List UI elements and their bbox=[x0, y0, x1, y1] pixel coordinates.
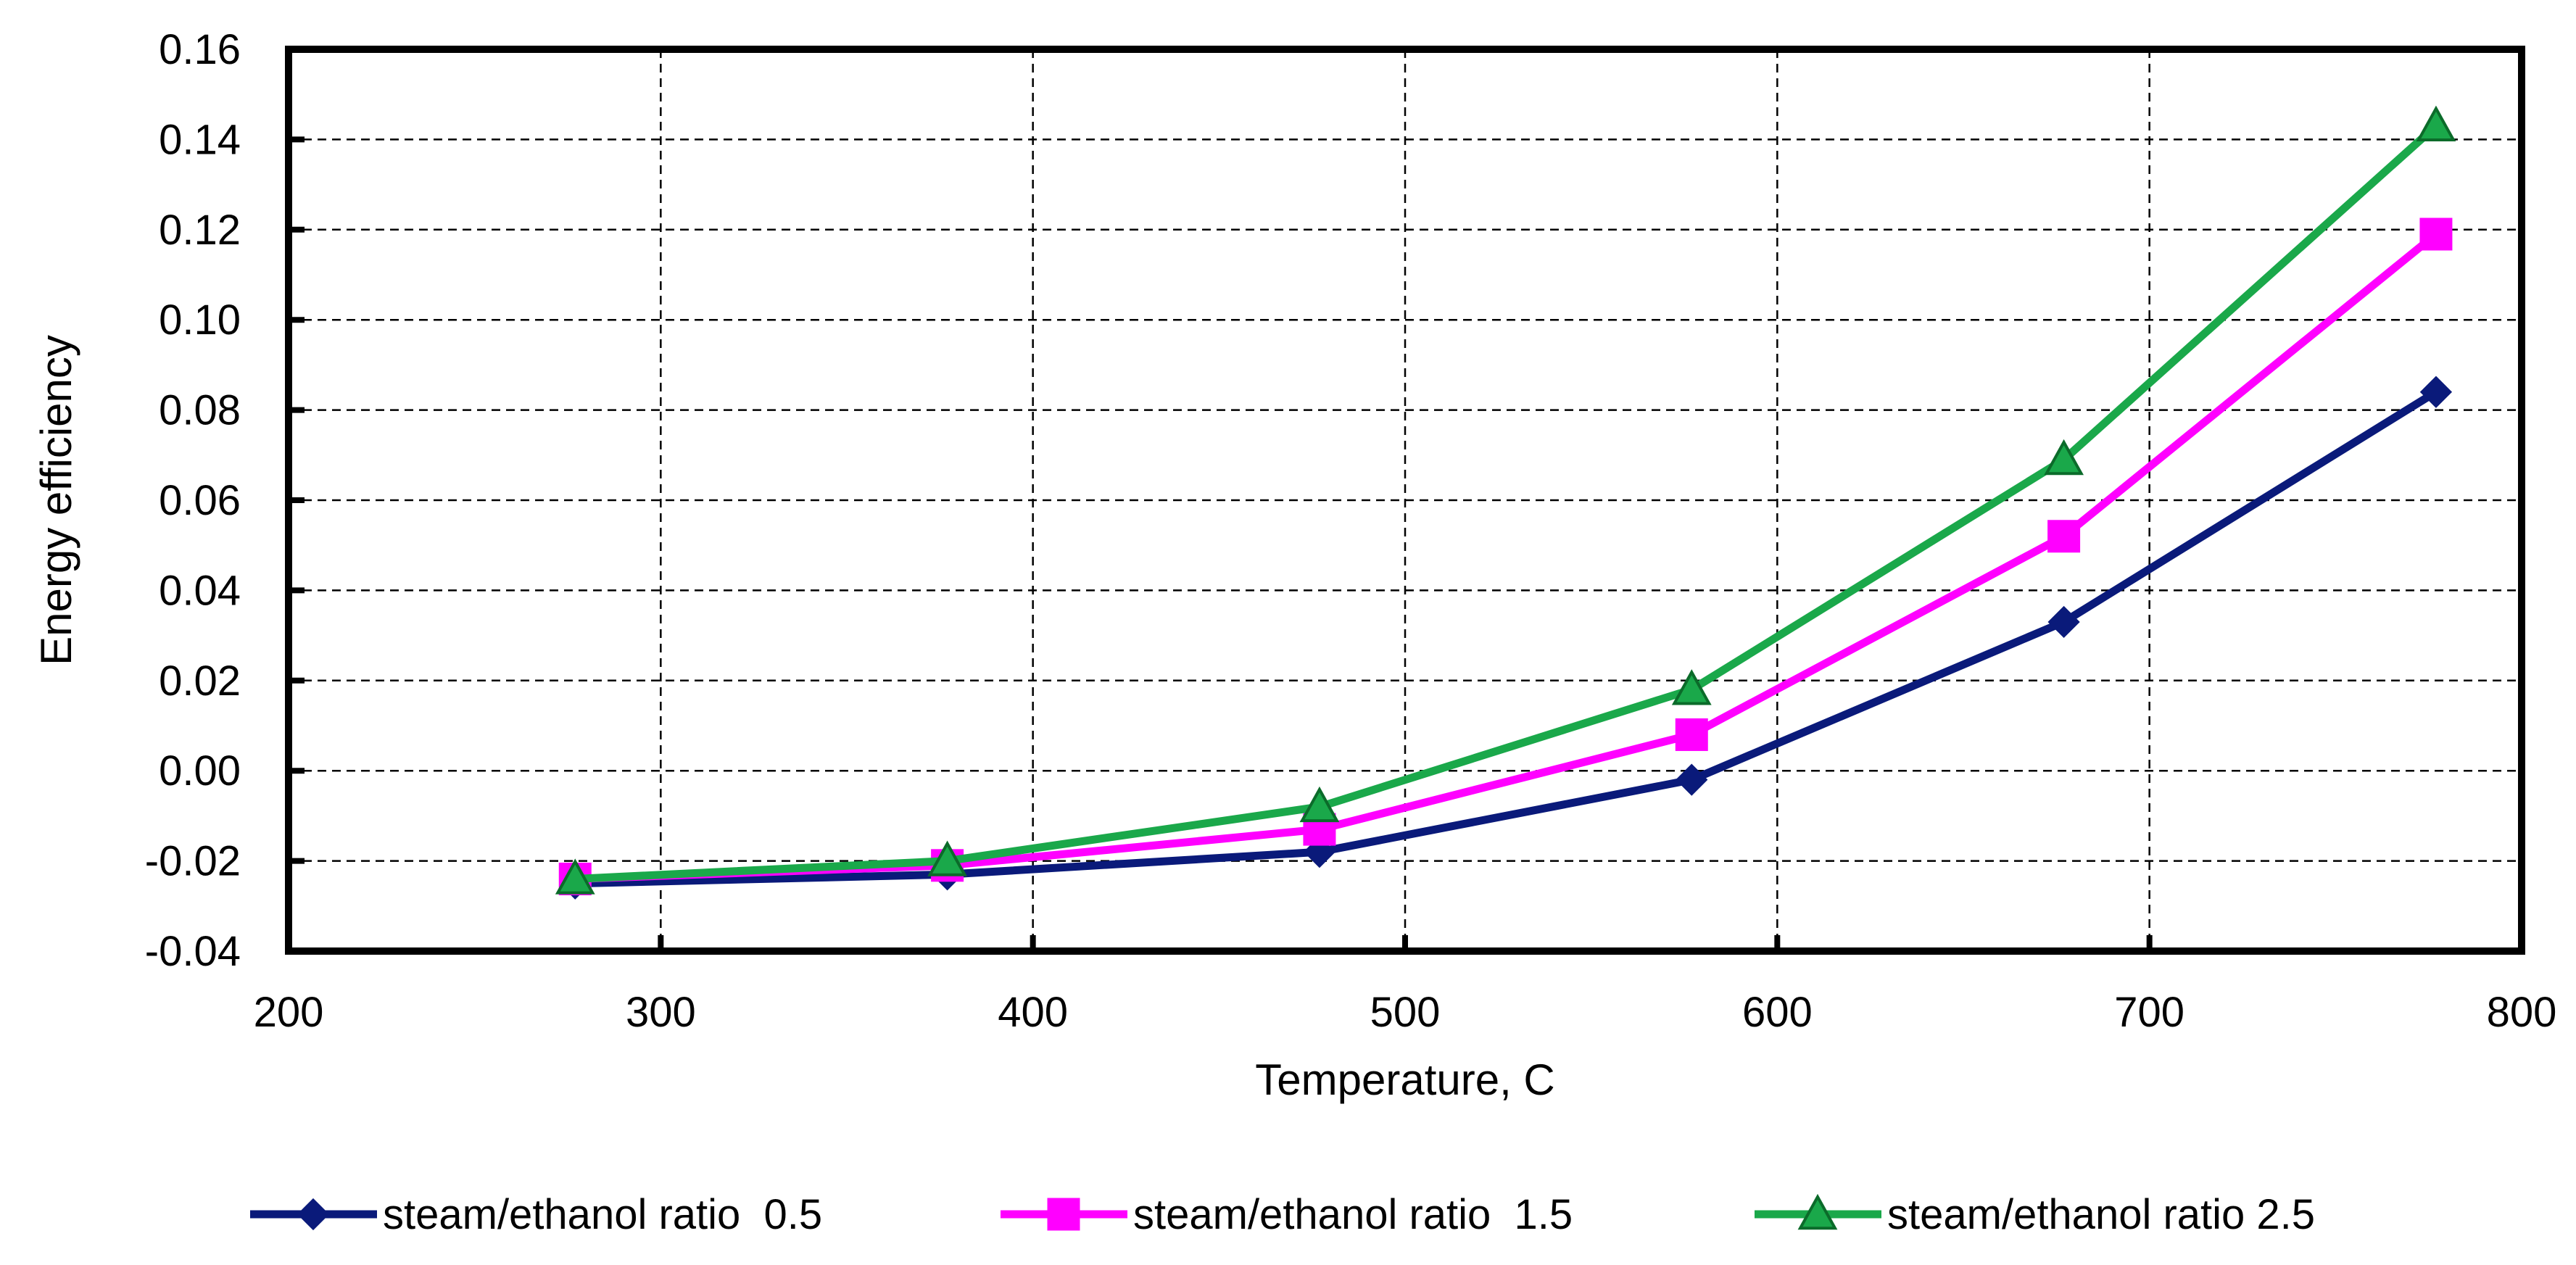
data-point-diamond bbox=[2047, 605, 2080, 639]
y-tick-label: 0.02 bbox=[159, 658, 241, 705]
axis-ticks bbox=[286, 46, 2525, 954]
y-tick-labels: -0.04 -0.02 0.00 0.02 0.04 0.06 0.08 0.10 0.12 0.… bbox=[145, 26, 241, 975]
legend-item: steam/ethanol ratio 0.5 bbox=[250, 1191, 822, 1238]
y-tick-label: 0.08 bbox=[159, 387, 241, 434]
grid-lines bbox=[289, 49, 2522, 951]
x-tick-label: 600 bbox=[1742, 989, 1813, 1036]
data-point-square bbox=[1675, 718, 1708, 751]
data-point-diamond bbox=[1676, 763, 1708, 796]
series-layer bbox=[555, 105, 2456, 900]
series-3 bbox=[555, 105, 2456, 895]
legend: steam/ethanol ratio 0.5 steam/ethanol rat… bbox=[250, 1191, 2315, 1238]
x-tick-label: 200 bbox=[254, 989, 324, 1036]
data-point-triangle bbox=[1671, 669, 1712, 705]
legend-marker-square bbox=[1047, 1198, 1080, 1231]
data-point-triangle bbox=[2416, 105, 2456, 141]
x-axis-title: Temperature, C bbox=[1255, 1055, 1555, 1104]
data-point-square bbox=[2419, 217, 2453, 251]
data-point-diamond bbox=[2419, 376, 2453, 408]
x-tick-label: 300 bbox=[626, 989, 696, 1036]
legend-label: steam/ethanol ratio 1.5 bbox=[1133, 1191, 1573, 1238]
series-line bbox=[575, 231, 2439, 883]
data-point-triangle bbox=[2044, 439, 2084, 476]
legend-marker-diamond bbox=[297, 1198, 330, 1231]
x-tick-label: 700 bbox=[2114, 989, 2184, 1036]
legend-label: steam/ethanol ratio 0.5 bbox=[383, 1191, 822, 1238]
x-tick-label: 500 bbox=[1370, 989, 1441, 1036]
x-tick-label: 400 bbox=[998, 989, 1068, 1036]
x-tick-labels: 200 300 400 500 600 700 800 bbox=[254, 989, 2557, 1036]
data-point-triangle bbox=[555, 858, 595, 895]
y-tick-label: 0.14 bbox=[159, 116, 241, 163]
data-point-triangle bbox=[1299, 786, 1340, 823]
y-tick-label: -0.04 bbox=[145, 928, 241, 975]
legend-item: steam/ethanol ratio 1.5 bbox=[1001, 1191, 1573, 1238]
legend-marker-triangle bbox=[1797, 1193, 1838, 1230]
series-line bbox=[575, 389, 2438, 888]
series-line bbox=[575, 123, 2439, 883]
y-tick-label: -0.02 bbox=[145, 838, 241, 885]
data-point-square bbox=[2047, 520, 2081, 553]
data-point-triangle bbox=[927, 840, 967, 876]
legend-label: steam/ethanol ratio 2.5 bbox=[1887, 1191, 2315, 1238]
y-tick-label: 0.16 bbox=[159, 26, 241, 73]
y-tick-label: 0.00 bbox=[159, 747, 241, 795]
legend-item: steam/ethanol ratio 2.5 bbox=[1755, 1191, 2315, 1238]
x-tick-label: 800 bbox=[2487, 989, 2557, 1036]
y-axis-title: Energy efficiency bbox=[32, 335, 80, 665]
y-tick-label: 0.10 bbox=[159, 296, 241, 344]
y-tick-label: 0.04 bbox=[159, 567, 241, 614]
y-tick-label: 0.06 bbox=[159, 477, 241, 524]
y-tick-label: 0.12 bbox=[159, 207, 241, 254]
